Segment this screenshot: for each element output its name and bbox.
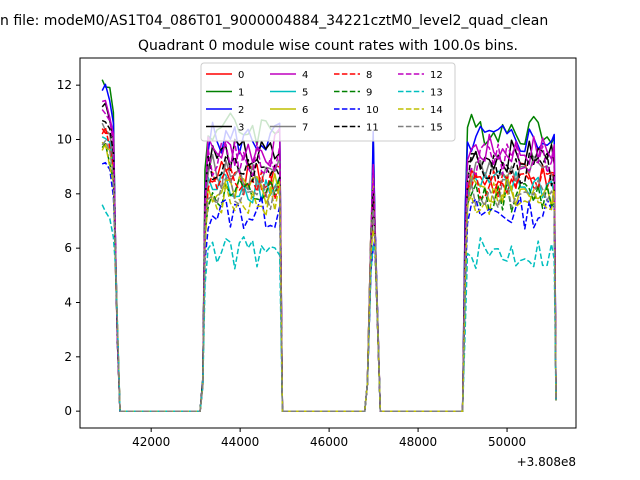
x-tick-label: 44000 — [221, 435, 259, 449]
y-tick-label: 8 — [64, 187, 72, 201]
legend-label: 13 — [430, 88, 443, 99]
legend-label: 8 — [366, 70, 372, 81]
legend-label: 12 — [430, 70, 443, 81]
series-line-10 — [101, 161, 557, 412]
x-tick-label: 42000 — [132, 435, 170, 449]
legend-label: 0 — [238, 70, 244, 81]
legend-label: 5 — [302, 88, 308, 99]
legend-box — [200, 62, 456, 142]
x-offset-text: +3.808e8 — [517, 455, 576, 469]
y-tick-label: 2 — [64, 350, 72, 364]
legend-label: 7 — [302, 123, 308, 134]
axes-frame — [79, 57, 577, 429]
figure-suptitle: n file: modeM0/AS1T04_086T01_9000004884_… — [0, 13, 548, 29]
legend-label: 6 — [302, 105, 308, 116]
legend-label: 15 — [430, 123, 443, 134]
chart-title: Quadrant 0 module wise count rates with … — [138, 38, 518, 54]
legend-label: 14 — [430, 105, 443, 116]
x-tick-label: 46000 — [310, 435, 348, 449]
y-tick-label: 12 — [57, 78, 72, 92]
series-lines — [101, 79, 557, 412]
y-axis: 0 2 4 6 8 10 12 — [57, 78, 80, 418]
y-tick-label: 10 — [57, 132, 72, 146]
y-tick-label: 4 — [64, 295, 72, 309]
legend-label: 3 — [238, 123, 244, 134]
legend-label: 4 — [302, 70, 308, 81]
legend-label: 10 — [366, 105, 379, 116]
legend-label: 11 — [366, 123, 379, 134]
x-tick-label: 48000 — [399, 435, 437, 449]
series-line-15 — [101, 140, 557, 412]
legend-label: 9 — [366, 88, 372, 99]
x-axis: 42000 44000 46000 48000 50000 — [132, 428, 526, 449]
legend-label: 2 — [238, 105, 244, 116]
y-tick-label: 6 — [64, 241, 72, 255]
y-tick-label: 0 — [64, 404, 72, 418]
legend-label: 1 — [238, 88, 244, 99]
x-tick-label: 50000 — [488, 435, 526, 449]
